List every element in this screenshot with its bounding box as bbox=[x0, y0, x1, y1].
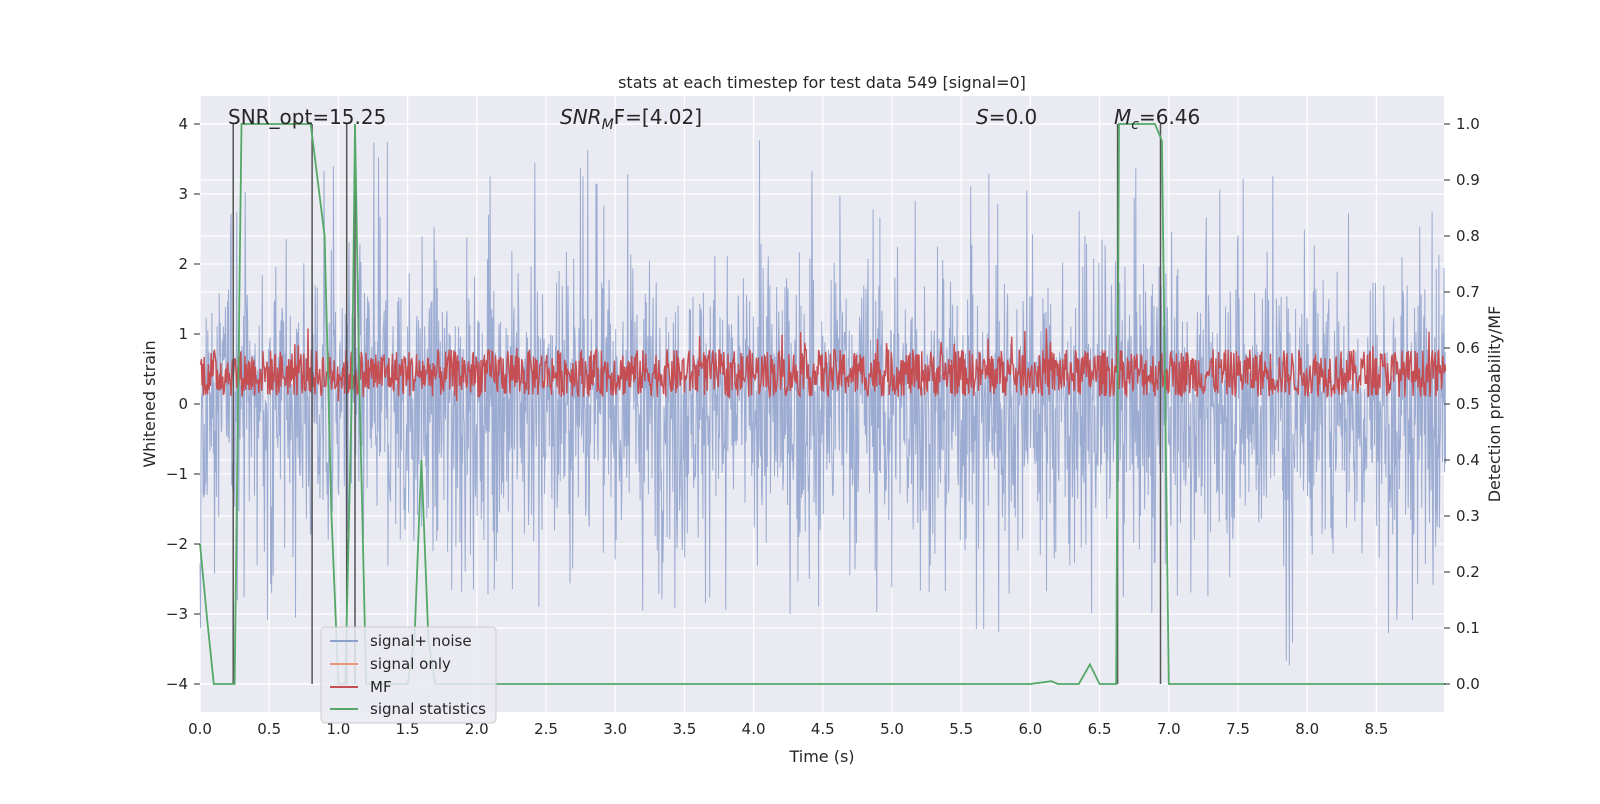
right-tick-label: 0.0 bbox=[1456, 675, 1480, 693]
annotation-snr-mf-subscript: M bbox=[602, 117, 614, 133]
x-axis-ticks: 0.0 0.5 1.0 1.5 2.0 2.5 3.0 3.5 4.0 4.5 5.0 5.5 6.0 6… bbox=[188, 720, 1388, 738]
legend: signal+ noise signal only MF signal stat… bbox=[320, 626, 497, 724]
right-tick-label: 0.7 bbox=[1456, 283, 1480, 301]
annotation-s-value: =0.0 bbox=[989, 105, 1038, 129]
right-tick-label: 0.2 bbox=[1456, 563, 1480, 581]
annotation-mc-subscript: c bbox=[1131, 117, 1139, 133]
x-tick-label: 4.0 bbox=[742, 720, 766, 738]
y-tick-label: −1 bbox=[166, 465, 188, 483]
right-tick-label: 1.0 bbox=[1456, 115, 1480, 133]
annotation-mc: Mc=6.46 bbox=[1114, 105, 1200, 133]
right-tick-label: 0.3 bbox=[1456, 507, 1480, 525]
x-tick-label: 4.5 bbox=[811, 720, 835, 738]
x-tick-label: 6.0 bbox=[1018, 720, 1042, 738]
right-axis-label: Detection probability/MF bbox=[1485, 306, 1504, 503]
y-tick-label: 4 bbox=[178, 115, 188, 133]
x-tick-label: 1.5 bbox=[396, 720, 420, 738]
y-tick-label: −3 bbox=[166, 605, 188, 623]
y-tick-label: −4 bbox=[166, 675, 188, 693]
x-tick-label: 2.5 bbox=[534, 720, 558, 738]
y-tick-label: 0 bbox=[178, 395, 188, 413]
mf-line bbox=[199, 328, 1447, 402]
right-tick-label: 0.1 bbox=[1456, 619, 1480, 637]
right-tick-label: 0.9 bbox=[1456, 171, 1480, 189]
annotation-mc-symbol: M bbox=[1114, 105, 1131, 129]
y-tick-label: 2 bbox=[178, 255, 188, 273]
x-tick-label: 8.0 bbox=[1295, 720, 1319, 738]
y-tick-label: −2 bbox=[166, 535, 188, 553]
chart-title: stats at each timestep for test data 549… bbox=[618, 73, 1026, 92]
signal-plus-noise-series bbox=[199, 140, 1447, 666]
right-tick-label: 0.8 bbox=[1456, 227, 1480, 245]
x-tick-label: 1.0 bbox=[326, 720, 350, 738]
y-axis-ticks: −4 −3 −2 −1 0 1 2 3 4 bbox=[166, 115, 200, 693]
annotation-snr-mf-symbol: SNR bbox=[560, 105, 602, 129]
x-tick-label: 7.0 bbox=[1157, 720, 1181, 738]
legend-label-signal-noise: signal+ noise bbox=[370, 632, 472, 650]
annotation-s-symbol: S bbox=[976, 105, 989, 129]
legend-label-mf: MF bbox=[370, 678, 392, 696]
signal-plus-noise-line bbox=[199, 140, 1447, 666]
right-tick-label: 0.5 bbox=[1456, 395, 1480, 413]
legend-label-signal-only: signal only bbox=[370, 655, 451, 673]
right-axis-ticks: 0.0 0.1 0.2 0.3 0.4 0.5 0.6 0.7 0.8 0.9 1.0 bbox=[1444, 115, 1480, 693]
y-axis-label: Whitened strain bbox=[140, 340, 159, 467]
x-tick-label: 0.0 bbox=[188, 720, 212, 738]
x-axis-label: Time (s) bbox=[788, 747, 854, 766]
annotation-snr-mf: SNRMF=[4.02] bbox=[560, 105, 702, 133]
right-tick-label: 0.4 bbox=[1456, 451, 1480, 469]
x-tick-label: 6.5 bbox=[1088, 720, 1112, 738]
annotation-mc-value: =6.46 bbox=[1139, 105, 1200, 129]
x-tick-label: 5.5 bbox=[949, 720, 973, 738]
annotation-snr-opt: SNR_opt=15.25 bbox=[228, 105, 386, 129]
y-tick-label: 1 bbox=[178, 325, 188, 343]
x-tick-label: 5.0 bbox=[880, 720, 904, 738]
x-tick-label: 2.0 bbox=[465, 720, 489, 738]
x-tick-label: 7.5 bbox=[1226, 720, 1250, 738]
x-tick-label: 3.5 bbox=[672, 720, 696, 738]
annotation-s: S=0.0 bbox=[976, 105, 1037, 129]
x-tick-label: 0.5 bbox=[257, 720, 281, 738]
mf-series bbox=[199, 328, 1447, 402]
x-tick-label: 8.5 bbox=[1364, 720, 1388, 738]
legend-label-signal-statistics: signal statistics bbox=[370, 700, 486, 718]
y-tick-label: 3 bbox=[178, 185, 188, 203]
annotation-snr-mf-value: F=[4.02] bbox=[614, 105, 702, 129]
x-tick-label: 3.0 bbox=[603, 720, 627, 738]
legend-box bbox=[320, 626, 497, 724]
right-tick-label: 0.6 bbox=[1456, 339, 1480, 357]
